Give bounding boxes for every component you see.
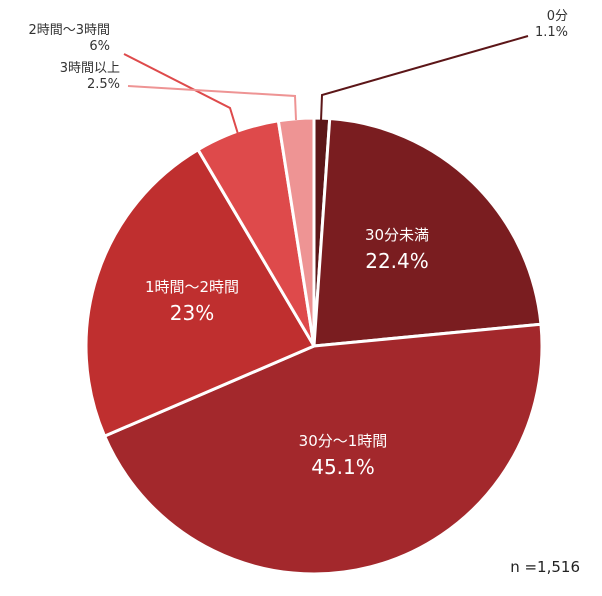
slice-label: 30分未満	[365, 226, 429, 244]
slice-label: 30分〜1時間	[299, 432, 388, 450]
slice-label: 1時間〜2時間	[145, 278, 239, 296]
leader-line	[320, 35, 529, 122]
pie-slice	[312, 117, 543, 348]
slice-value-label: 45.1%	[311, 455, 375, 479]
slice-value-label: 23%	[170, 301, 214, 325]
leader-line	[127, 85, 297, 121]
sample-size-note: n =1,516	[510, 558, 580, 576]
slice-label: 0分	[547, 9, 568, 24]
slice-label: 2時間〜3時間	[28, 23, 110, 38]
slice-label: 3時間以上	[60, 61, 120, 76]
pie-slice	[84, 148, 316, 438]
slice-value-label: 1.1%	[535, 25, 568, 40]
slice-value-label: 22.4%	[365, 249, 429, 273]
slice-value-label: 2.5%	[87, 77, 120, 92]
slice-value-label: 6%	[89, 39, 110, 54]
pie-slice	[103, 322, 544, 576]
leader-line	[123, 53, 239, 135]
